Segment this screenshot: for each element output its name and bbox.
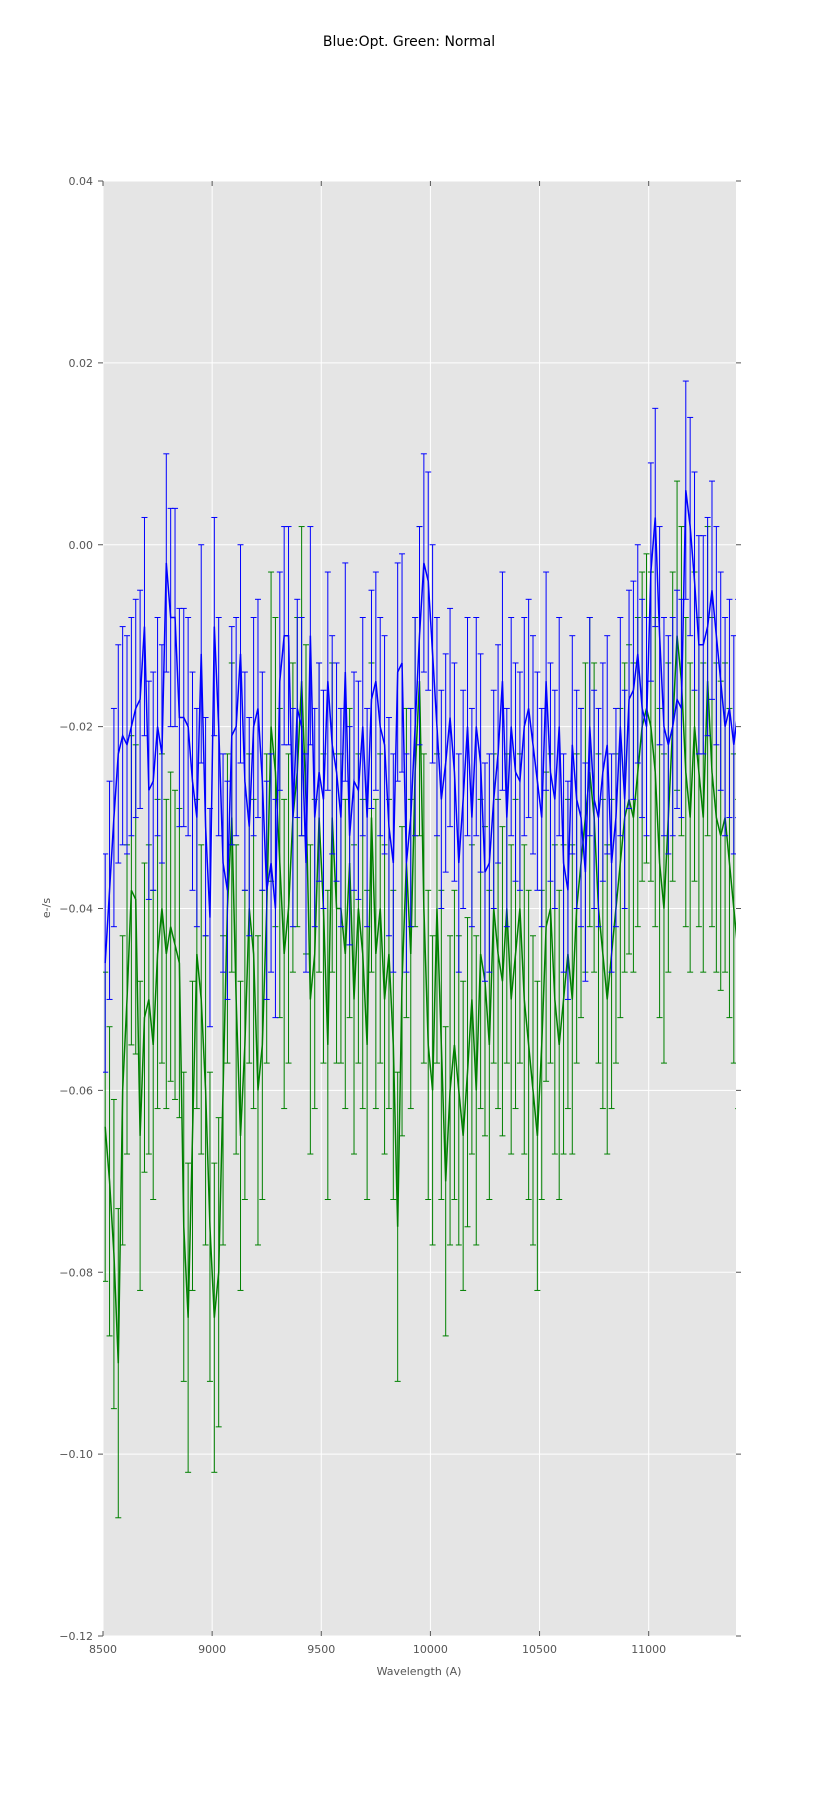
y-axis-label: e-/s [40,898,53,918]
series-layer [103,380,736,1519]
y-tick-label: −0.08 [59,1266,93,1279]
x-tick-label: 8500 [89,1643,117,1656]
series-blue [103,380,736,1073]
y-tick-label: −0.02 [59,721,93,734]
x-tick-label: 10500 [522,1643,557,1656]
y-tick-label: 0.04 [69,175,94,188]
tick-labels: 8500 9000 9500 10000 10500 11000 0.04 0.02 0.00 −… [59,175,666,1656]
y-tick-label: −0.12 [59,1630,93,1643]
x-tick-label: 10000 [413,1643,448,1656]
y-tick-label: 0.00 [69,539,94,552]
x-tick-label: 9500 [307,1643,335,1656]
chart-title: Blue:Opt. Green: Normal [323,34,495,50]
y-tick-label: 0.02 [69,357,94,370]
x-axis-label: Wavelength (A) [377,1665,462,1678]
x-tick-label: 9000 [198,1643,226,1656]
x-tick-label: 11000 [631,1643,666,1656]
y-tick-label: −0.06 [59,1084,93,1097]
series-line [104,635,736,1364]
y-tick-label: −0.04 [59,903,93,916]
y-tick-label: −0.10 [59,1448,93,1461]
series-green [103,480,736,1519]
axis-ticks [98,180,741,1637]
series-line [104,490,736,964]
